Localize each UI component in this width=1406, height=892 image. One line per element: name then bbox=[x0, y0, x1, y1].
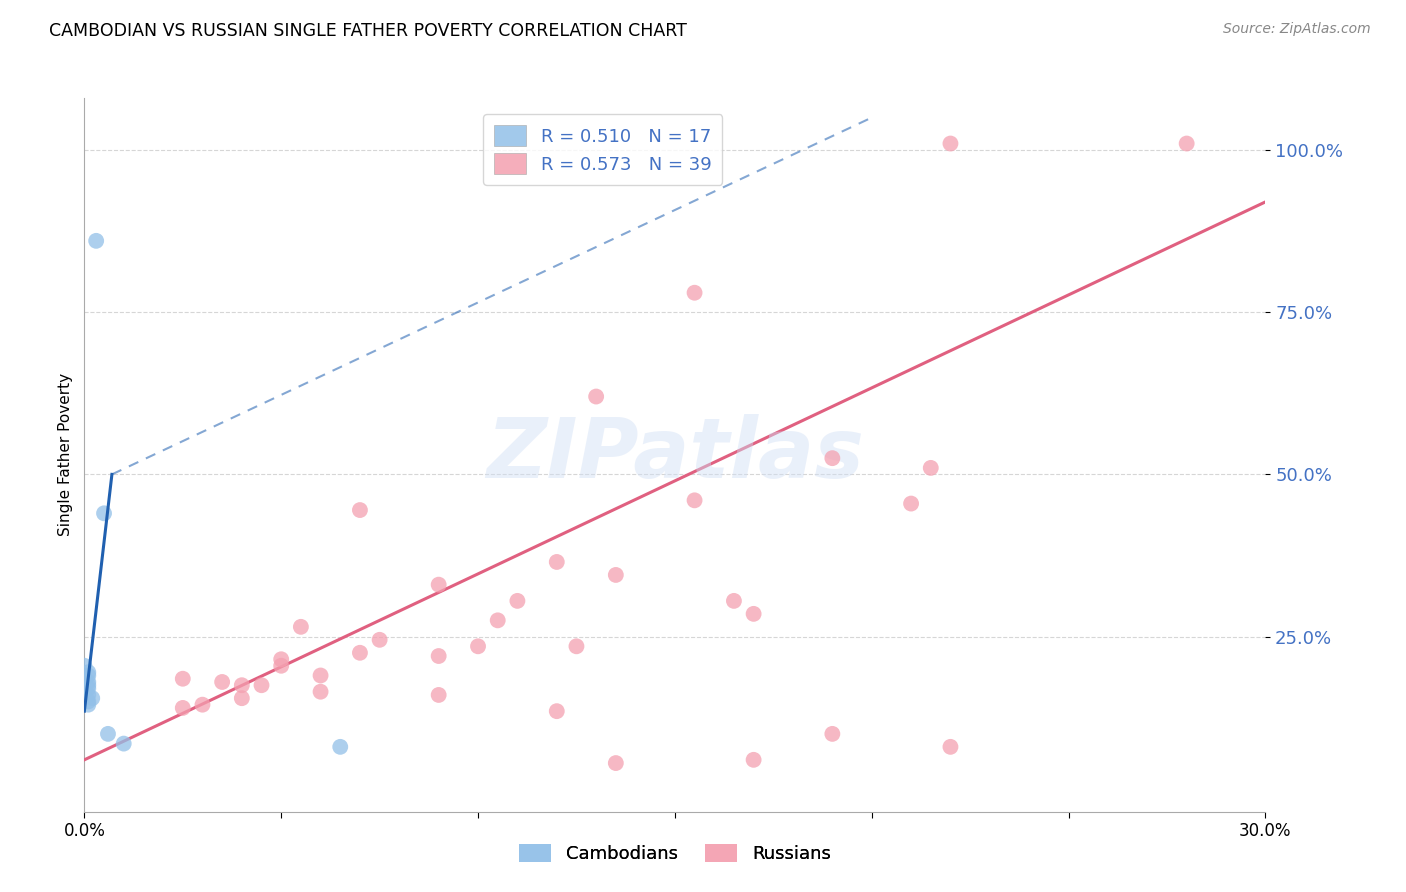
Point bbox=[93, 506, 115, 520]
Point bbox=[77, 694, 100, 708]
Point bbox=[821, 727, 844, 741]
Point bbox=[546, 555, 568, 569]
Point bbox=[683, 285, 706, 300]
Point bbox=[723, 594, 745, 608]
Point bbox=[605, 756, 627, 770]
Point bbox=[270, 652, 292, 666]
Point bbox=[73, 672, 96, 686]
Point bbox=[585, 390, 607, 404]
Point bbox=[742, 753, 765, 767]
Point bbox=[427, 688, 450, 702]
Legend: Cambodians, Russians: Cambodians, Russians bbox=[512, 837, 838, 871]
Text: Source: ZipAtlas.com: Source: ZipAtlas.com bbox=[1223, 22, 1371, 37]
Point bbox=[73, 684, 96, 698]
Point bbox=[427, 577, 450, 591]
Point bbox=[939, 136, 962, 151]
Point bbox=[250, 678, 273, 692]
Point bbox=[683, 493, 706, 508]
Point bbox=[546, 704, 568, 718]
Point bbox=[77, 688, 100, 702]
Point bbox=[920, 461, 942, 475]
Point bbox=[290, 620, 312, 634]
Point bbox=[77, 668, 100, 682]
Point bbox=[368, 632, 391, 647]
Point bbox=[97, 727, 120, 741]
Point bbox=[605, 568, 627, 582]
Point bbox=[506, 594, 529, 608]
Point bbox=[77, 665, 100, 680]
Point bbox=[82, 691, 104, 706]
Point bbox=[565, 640, 588, 654]
Point bbox=[84, 234, 107, 248]
Point bbox=[427, 648, 450, 663]
Point bbox=[77, 678, 100, 692]
Point bbox=[172, 701, 194, 715]
Point bbox=[742, 607, 765, 621]
Point bbox=[939, 739, 962, 754]
Point bbox=[112, 737, 135, 751]
Point bbox=[900, 497, 922, 511]
Text: CAMBODIAN VS RUSSIAN SINGLE FATHER POVERTY CORRELATION CHART: CAMBODIAN VS RUSSIAN SINGLE FATHER POVER… bbox=[49, 22, 688, 40]
Y-axis label: Single Father Poverty: Single Father Poverty bbox=[58, 374, 73, 536]
Point bbox=[77, 681, 100, 696]
Point bbox=[1175, 136, 1198, 151]
Point bbox=[270, 658, 292, 673]
Point bbox=[309, 668, 332, 682]
Point bbox=[486, 613, 509, 627]
Point bbox=[172, 672, 194, 686]
Point bbox=[191, 698, 214, 712]
Point bbox=[349, 503, 371, 517]
Point bbox=[309, 684, 332, 698]
Point bbox=[77, 698, 100, 712]
Point bbox=[821, 451, 844, 466]
Point bbox=[349, 646, 371, 660]
Point bbox=[73, 658, 96, 673]
Point bbox=[329, 739, 352, 754]
Point bbox=[231, 691, 253, 706]
Point bbox=[231, 678, 253, 692]
Point bbox=[211, 675, 233, 690]
Point bbox=[467, 640, 489, 654]
Text: ZIPatlas: ZIPatlas bbox=[486, 415, 863, 495]
Point bbox=[77, 675, 100, 690]
